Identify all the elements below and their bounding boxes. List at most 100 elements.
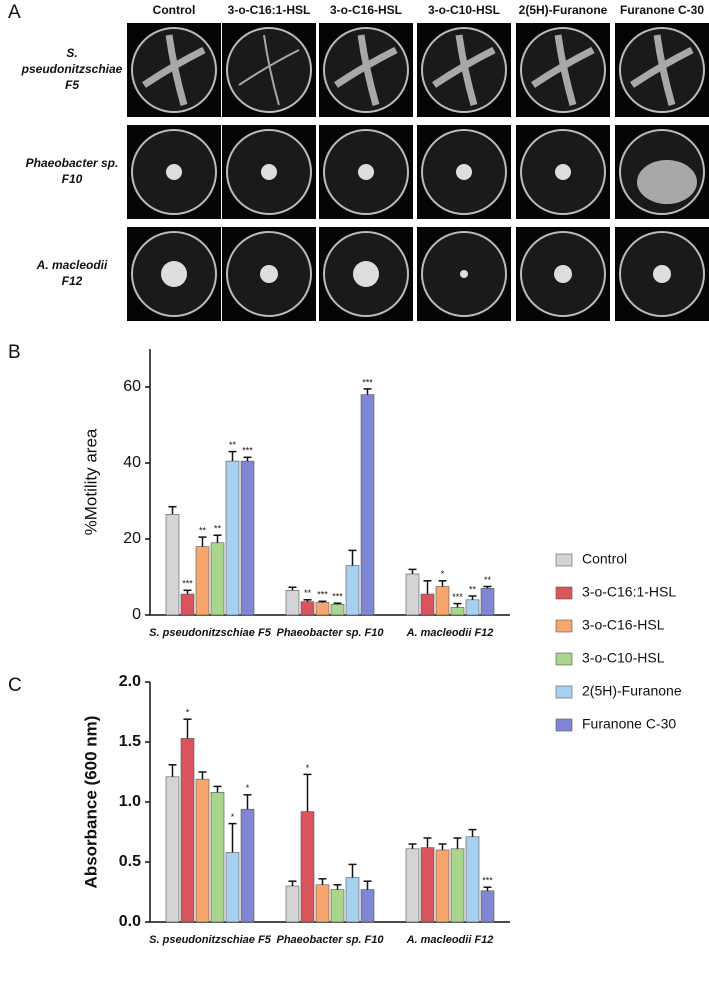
colony <box>261 164 277 180</box>
swarm <box>630 34 694 106</box>
column-label: 3-o-C16-HSL <box>330 3 402 17</box>
row-label: pseudonitzschiae <box>21 62 123 76</box>
bar <box>315 884 330 923</box>
significance: * <box>441 569 445 579</box>
column-label: Control <box>153 3 196 17</box>
bar <box>285 885 300 923</box>
column-label: 3-o-C16:1-HSL <box>228 3 311 17</box>
significance: *** <box>317 590 328 600</box>
bar <box>465 836 480 923</box>
colony <box>456 164 472 180</box>
significance: ** <box>229 440 237 450</box>
colony <box>555 164 571 180</box>
y-tick-label: 1.0 <box>119 793 141 810</box>
y-axis-label: Absorbance (600 nm) <box>81 716 100 889</box>
bar <box>435 586 450 616</box>
colony <box>161 261 187 287</box>
bar <box>330 889 345 923</box>
bar <box>465 599 480 616</box>
significance: ** <box>469 584 477 594</box>
colony <box>260 265 278 283</box>
x-tick-label: Phaeobacter sp. F10 <box>277 627 385 639</box>
significance: ** <box>484 575 492 585</box>
legend-swatch <box>555 619 573 633</box>
row-label: S. <box>66 46 77 60</box>
y-tick-label: 20 <box>123 530 141 547</box>
bar <box>405 848 420 923</box>
bar <box>195 778 210 923</box>
legend-label: 3-o-C10-HSL <box>582 650 665 666</box>
significance: *** <box>362 377 373 387</box>
panel-label: A <box>8 2 21 23</box>
bar <box>345 565 360 616</box>
legend-label: Control <box>582 551 627 567</box>
colony <box>358 164 374 180</box>
bar <box>420 847 435 923</box>
panel-label: C <box>8 675 22 696</box>
y-tick-label: 60 <box>123 378 141 395</box>
bar <box>240 808 255 923</box>
bar <box>180 738 195 923</box>
significance: ** <box>199 525 207 535</box>
x-tick-label: S. pseudonitzschiae F5 <box>149 627 272 639</box>
x-tick-label: A. macleodii F12 <box>406 627 494 639</box>
significance: *** <box>332 592 343 602</box>
y-axis-label: %Motility area <box>81 428 100 535</box>
x-tick-label: S. pseudonitzschiae F5 <box>149 934 272 946</box>
bar <box>330 604 345 616</box>
significance: *** <box>242 446 253 456</box>
y-tick-label: 2.0 <box>119 673 141 690</box>
bar <box>210 792 225 923</box>
row-label: F12 <box>62 274 83 288</box>
swarm <box>334 34 398 106</box>
bar <box>285 589 300 616</box>
legend-swatch <box>555 685 573 699</box>
legend-swatch <box>555 652 573 666</box>
bar <box>165 776 180 923</box>
swarm <box>432 34 496 106</box>
column-label: Furanone C-30 <box>620 3 704 17</box>
legend-swatch <box>555 586 573 600</box>
swarm <box>238 34 300 106</box>
legend-swatch <box>555 553 573 567</box>
bar <box>165 513 180 616</box>
significance: *** <box>452 592 463 602</box>
significance: * <box>246 783 250 793</box>
bar <box>480 588 495 616</box>
bar <box>420 593 435 616</box>
colony <box>653 265 671 283</box>
bar <box>405 573 420 616</box>
swarm <box>531 34 595 106</box>
y-tick-label: 1.5 <box>119 733 141 750</box>
bar <box>315 602 330 616</box>
swarm <box>142 34 206 106</box>
row-label: F10 <box>62 172 83 186</box>
y-tick-label: 0 <box>132 606 141 623</box>
bar <box>435 849 450 923</box>
y-tick-label: 40 <box>123 454 141 471</box>
bar <box>450 848 465 923</box>
legend-label: 2(5H)-Furanone <box>582 683 682 699</box>
row-label: Phaeobacter sp. <box>26 156 119 170</box>
bar <box>195 546 210 616</box>
bar <box>360 394 375 616</box>
x-tick-label: A. macleodii F12 <box>406 934 494 946</box>
y-tick-label: 0.5 <box>119 853 141 870</box>
significance: ** <box>304 588 312 598</box>
bar <box>300 811 315 923</box>
significance: *** <box>482 876 493 886</box>
legend-label: Furanone C-30 <box>582 716 676 732</box>
y-tick-label: 0.0 <box>119 913 141 930</box>
colony <box>554 265 572 283</box>
legend-label: 3-o-C16:1-HSL <box>582 584 676 600</box>
bar <box>300 601 315 616</box>
bar <box>180 593 195 616</box>
significance: ** <box>214 524 222 534</box>
significance: * <box>306 763 310 773</box>
bar <box>345 877 360 923</box>
colony <box>166 164 182 180</box>
row-label: F5 <box>65 78 79 92</box>
significance: * <box>231 812 235 822</box>
column-label: 2(5H)-Furanone <box>519 3 608 17</box>
